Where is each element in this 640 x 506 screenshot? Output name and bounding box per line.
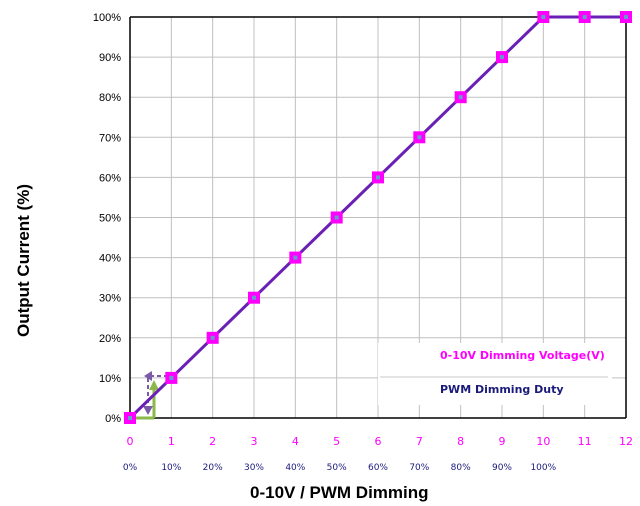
legend-pwm-label: PWM Dimming Duty [440,383,564,396]
y-tick-label: 10% [99,373,121,385]
green-arrowhead [149,380,159,390]
x-pwm-tick-label: 90% [492,463,512,473]
x-voltage-tick-label: 0 [127,435,134,448]
y-tick-labels: 0% 10% 20% 30% 40% 50% 60% 70% 80% 90% 100% [93,12,121,425]
x-voltage-tick-label: 11 [578,435,592,448]
x-pwm-tick-label: 0% [123,463,138,473]
y-tick-label: 60% [99,172,121,184]
purple-arrowhead-down [143,406,153,415]
x-pwm-tick-label: 50% [327,463,347,473]
legend: 0-10V Dimming Voltage(V) PWM Dimming Dut… [378,343,612,405]
x-voltage-tick-label: 2 [209,435,216,448]
y-tick-label: 30% [99,293,121,305]
x-pwm-tick-label: 10% [161,463,181,473]
legend-voltage-label: 0-10V Dimming Voltage(V) [440,349,605,362]
data-point-center [624,15,628,19]
x-pwm-tick-label: 30% [244,463,264,473]
x-pwm-tick-label: 20% [203,463,223,473]
y-tick-label: 90% [99,52,121,64]
data-point-center [376,175,380,180]
x-voltage-tick-label: 6 [375,435,382,448]
x-pwm-tick-label: 80% [451,463,471,473]
data-point-center [293,255,298,260]
y-tick-label: 50% [99,213,121,225]
data-point-center [334,215,339,220]
y-axis-title: Output Current (%) [14,184,33,337]
data-point-center [500,55,504,60]
data-point-center [458,95,463,100]
data-point-center [210,335,215,340]
y-tick-label: 20% [99,333,121,345]
y-tick-label: 70% [99,132,121,144]
x-voltage-tick-labels: 0 1 2 3 4 5 6 7 8 9 10 11 12 [127,435,634,448]
x-voltage-tick-label: 10 [536,435,550,448]
x-pwm-tick-labels: 0% 10% 20% 30% 40% 50% 60% 70% 80% 90% 100% [123,463,557,473]
purple-arrowhead-left [144,371,152,381]
x-axis-title: 0-10V / PWM Dimming [250,483,429,502]
y-tick-label: 80% [99,92,121,104]
x-pwm-tick-label: 60% [368,463,388,473]
x-voltage-tick-label: 9 [499,435,506,448]
data-point-center [128,416,132,420]
data-markers [124,11,632,424]
x-voltage-tick-label: 5 [333,435,340,448]
data-point-center [417,135,422,140]
x-pwm-tick-label: 70% [409,463,429,473]
y-tick-label: 100% [93,12,121,24]
x-voltage-tick-label: 12 [619,435,633,448]
data-point-center [169,375,174,380]
data-point-center [582,15,587,19]
legend-box [378,343,612,405]
y-tick-label: 40% [99,253,121,265]
y-tick-label: 0% [105,413,121,425]
x-voltage-tick-label: 7 [416,435,423,448]
data-point-center [541,15,546,19]
x-voltage-tick-label: 3 [251,435,258,448]
data-point-center [252,295,256,300]
x-pwm-tick-label: 40% [285,463,305,473]
x-voltage-tick-label: 8 [457,435,464,448]
x-voltage-tick-label: 4 [292,435,299,448]
x-pwm-tick-label: 100% [530,463,556,473]
x-voltage-tick-label: 1 [168,435,175,448]
